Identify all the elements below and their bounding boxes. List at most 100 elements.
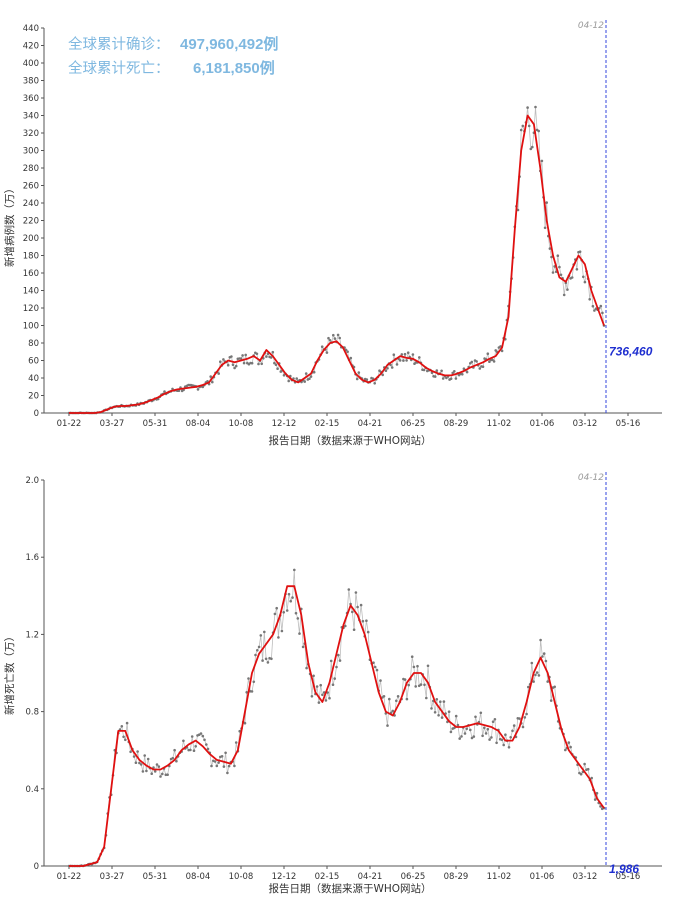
deaths-daily-point [544, 659, 548, 663]
deaths-daily-point [190, 735, 194, 738]
confirmed-daily-point [355, 377, 359, 381]
confirmed-x-tick-label: 02-15 [315, 419, 340, 429]
deaths-daily-point [329, 659, 333, 663]
deaths-daily-point [412, 665, 416, 669]
deaths-daily-point [166, 773, 169, 776]
deaths-x-tick-label: 05-16 [616, 872, 641, 882]
deaths-daily-point [259, 634, 263, 637]
deaths-daily-point [518, 717, 521, 720]
confirmed-y-tick-label: 20 [28, 392, 39, 402]
confirmed-daily-point [303, 380, 307, 383]
confirmed-x-axis-label: 报告日期（数据来源于WHO网站） [268, 434, 431, 447]
deaths-daily-point [138, 761, 141, 765]
confirmed-daily-point [269, 356, 273, 359]
confirmed-daily-point [276, 367, 279, 371]
confirmed-daily-point [411, 353, 415, 356]
confirmed-daily-point [265, 355, 268, 358]
confirmed-y-tick-label: 0 [34, 409, 39, 419]
deaths-daily-point [234, 741, 238, 744]
deaths-daily-point [324, 699, 328, 702]
confirmed-daily-point [556, 254, 560, 257]
deaths-x-tick-label: 03-12 [573, 872, 598, 882]
confirmed-daily-point [461, 373, 464, 376]
confirmed-daily-point [260, 362, 264, 366]
confirmed-daily-point [441, 377, 445, 380]
deaths-daily-point [273, 612, 277, 616]
deaths-daily-point [338, 659, 342, 662]
confirmed-y-tick-label: 40 [28, 374, 39, 384]
confirmed-daily-point [312, 370, 316, 374]
confirmed-x-tick-label: 11-02 [487, 419, 512, 429]
deaths-x-tick-label: 08-29 [444, 872, 469, 882]
deaths-daily-point [419, 683, 423, 686]
confirmed-daily-point [521, 124, 525, 128]
deaths-x-tick-label: 08-04 [186, 872, 211, 882]
confirmed-daily-point [344, 348, 348, 352]
confirmed-daily-point [309, 375, 313, 378]
deaths-daily-point [549, 699, 553, 702]
deaths-daily-point [382, 695, 386, 698]
deaths-daily-point [333, 677, 337, 680]
deaths-daily-point [351, 610, 354, 614]
deaths-x-tick-label: 04-21 [358, 872, 383, 882]
confirmed-x-tick-label: 03-27 [100, 419, 125, 429]
deaths-daily-point [488, 738, 491, 741]
deaths-daily-point [120, 725, 124, 728]
deaths-daily-point [319, 683, 323, 687]
deaths-x-tick-label: 03-27 [100, 872, 125, 882]
deaths-daily-point [495, 741, 498, 745]
deaths-daily-point [153, 770, 157, 773]
deaths-daily-point [222, 765, 226, 768]
deaths-daily-point [525, 712, 528, 716]
confirmed-y-tick-label: 220 [23, 217, 39, 227]
confirmed-daily-point [381, 373, 385, 377]
deaths-daily-point [349, 602, 352, 606]
confirmed-daily-point [449, 377, 453, 381]
confirmed-daily-point [241, 354, 244, 357]
deaths-daily-point [335, 665, 338, 669]
deaths-daily-point [416, 664, 419, 668]
confirmed-daily-point [406, 351, 410, 355]
deaths-daily-point [469, 728, 472, 732]
confirmed-daily-point [500, 349, 504, 353]
confirmed-date-marker-label: 04-12 [578, 21, 604, 31]
total-confirmed-value: 497,960,492例 [180, 35, 278, 53]
confirmed-daily-point [418, 356, 421, 359]
deaths-daily-point [507, 746, 511, 749]
confirmed-daily-point [499, 345, 502, 348]
deaths-daily-point [215, 764, 219, 768]
confirmed-daily-point [433, 375, 437, 378]
deaths-daily-point [414, 685, 418, 688]
deaths-daily-point [458, 737, 462, 740]
confirmed-y-tick-label: 60 [28, 357, 39, 367]
deaths-daily-point [233, 764, 236, 768]
confirmed-daily-point [233, 366, 236, 370]
deaths-daily-point [527, 685, 530, 689]
deaths-daily-point [500, 738, 504, 742]
deaths-x-tick-label: 11-02 [487, 872, 512, 882]
deaths-daily-point [391, 709, 395, 713]
deaths-x-axis-label: 报告日期（数据来源于WHO网站） [268, 882, 431, 895]
confirmed-y-tick-label: 300 [23, 147, 39, 157]
deaths-daily-point [569, 745, 572, 749]
confirmed-daily-point [402, 359, 405, 362]
deaths-x-tick-label: 06-25 [401, 872, 426, 882]
deaths-daily-point [372, 661, 375, 664]
confirmed-daily-point [531, 145, 534, 149]
deaths-daily-point [217, 761, 220, 764]
deaths-daily-point [315, 685, 319, 688]
confirmed-daily-point [570, 276, 574, 279]
confirmed-daily-point [201, 385, 205, 389]
deaths-daily-point [310, 695, 314, 698]
confirmed-daily-point [559, 273, 563, 277]
confirmed-daily-point [209, 375, 212, 378]
confirmed-y-tick-label: 240 [23, 199, 39, 209]
deaths-daily-point [366, 630, 370, 634]
deaths-plot-area: 0 0.4 0.8 1.2 1.6 2.0 01-22 03-27 05-31 08-04 10-0… [25, 472, 662, 882]
confirmed-daily-point [551, 271, 555, 274]
deaths-daily-point [182, 739, 185, 743]
deaths-daily-point [146, 757, 150, 761]
deaths-daily-point [521, 725, 525, 729]
deaths-x-tick-label: 02-15 [315, 872, 340, 882]
deaths-daily-point [523, 716, 527, 719]
